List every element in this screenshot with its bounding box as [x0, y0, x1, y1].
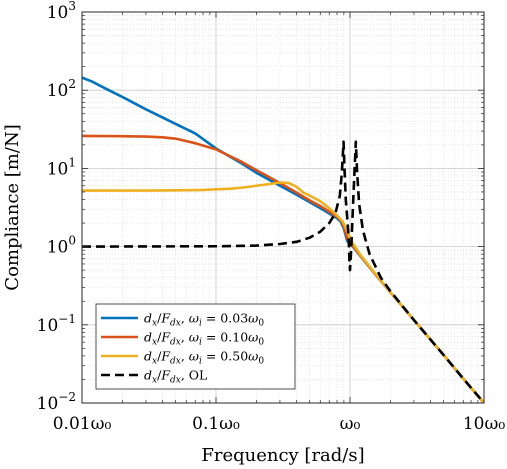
x-tick-label: ω₀	[340, 414, 361, 434]
y-tick-label: 102	[47, 77, 76, 101]
ticks-layer	[81, 11, 485, 404]
y-tick-label: 103	[47, 0, 76, 23]
plot-frame	[81, 11, 485, 404]
y-tick-label: 101	[47, 155, 76, 179]
x-tick-label: 10ω₀	[463, 414, 505, 434]
x-tick-labels: 0.01ω₀ 0.1ω₀ ω₀ 10ω₀	[53, 414, 506, 434]
x-tick-label: 0.1ω₀	[192, 414, 240, 434]
y-tick-label: 10−2	[37, 390, 76, 414]
y-tick-label: 10−1	[37, 312, 76, 336]
x-axis-label: Frequency [rad/s]	[201, 445, 364, 466]
y-tick-label: 100	[47, 234, 76, 258]
series-layer	[82, 76, 484, 403]
legend-entry: dx/Fdx, ωi = 0.03ω0	[144, 311, 264, 329]
y-axis-label: Compliance [m/N]	[2, 124, 23, 290]
series-line	[82, 181, 484, 403]
x-tick-label: 0.01ω₀	[53, 414, 112, 434]
series-line	[82, 140, 484, 403]
legend-entry: dx/Fdx, ωi = 0.10ω0	[144, 330, 264, 348]
legend-entry: dx/Fdx, OL	[144, 368, 207, 386]
y-tick-labels: 10−2 10−1 100 101 102 103	[37, 0, 76, 414]
legend-entry: dx/Fdx, ωi = 0.50ω0	[144, 349, 264, 367]
